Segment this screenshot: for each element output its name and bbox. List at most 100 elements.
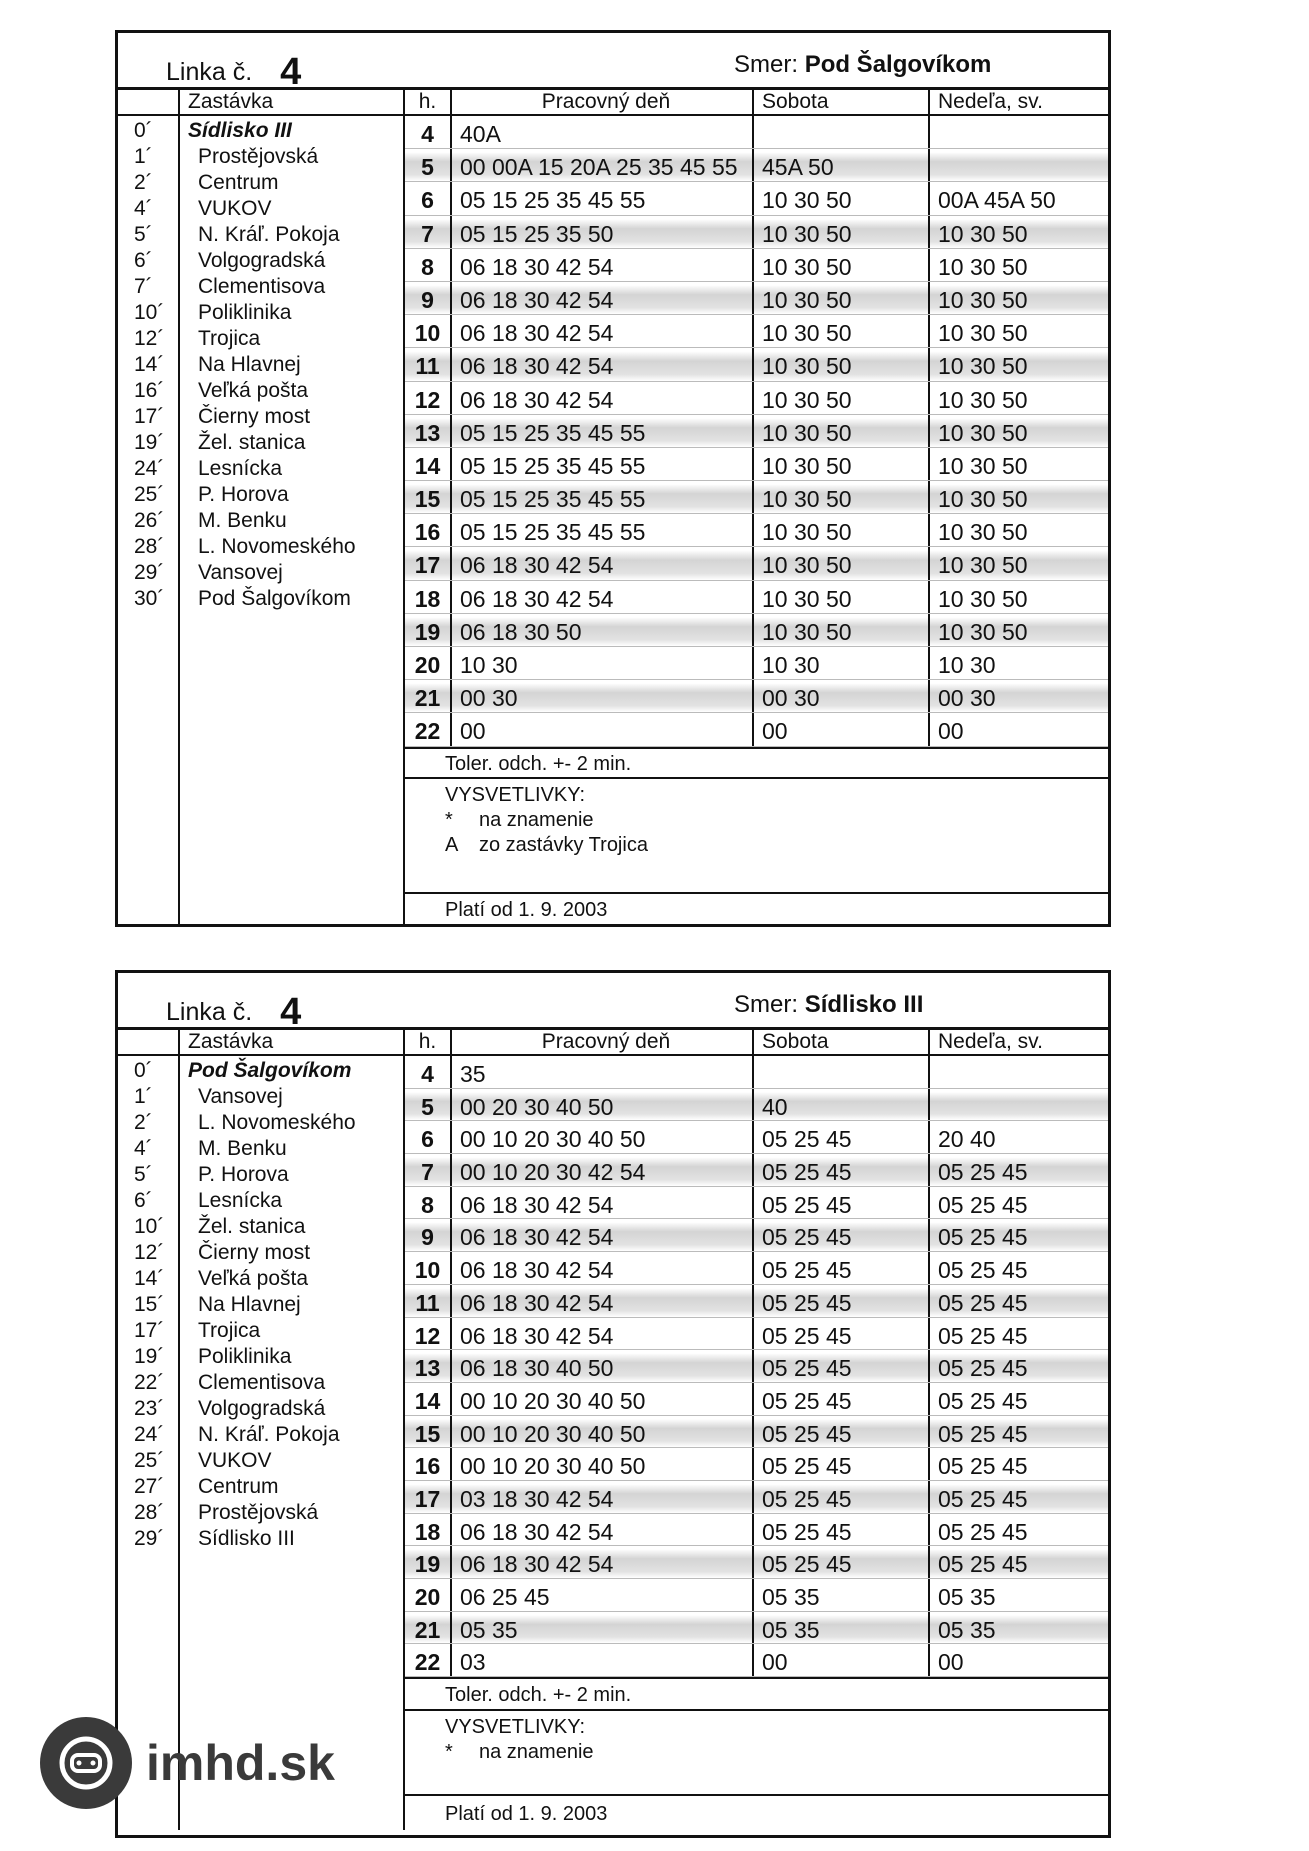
hour: 10: [405, 1252, 452, 1284]
timetable-header: Linka č. 4 Smer: Pod Šalgovíkom: [118, 33, 1108, 93]
sunday-departures: 00A 45A 50: [938, 187, 1056, 214]
legend-text: zo zastávky Trojica: [479, 833, 648, 856]
stop-minutes: 1´: [118, 144, 180, 170]
workday-departures: 05 15 25 35 45 55: [452, 514, 754, 547]
stop-item: 12´ Trojica: [118, 326, 403, 352]
stop-item: 5´ N. Kráľ. Pokoja: [118, 222, 403, 248]
saturday-departures: 05 35: [754, 1579, 930, 1611]
stop-minutes: 30´: [118, 586, 180, 612]
stop-item: 10´ Žel. stanica: [118, 1214, 403, 1240]
schedule-row: 7 00 10 20 30 42 54 05 25 45 05 25 45: [405, 1154, 1108, 1187]
stop-minutes: 6´: [118, 248, 180, 274]
sunday-departures: 10 30 50: [938, 552, 1028, 579]
bus-icon: [40, 1717, 132, 1809]
sunday-departures: 10 30 50: [938, 353, 1028, 380]
stop-header: Zastávka: [188, 1030, 274, 1053]
stop-minutes: 6´: [118, 1188, 180, 1214]
stop-name: VUKOV: [198, 1449, 272, 1472]
legend-title: VYSVETLIVKY:: [445, 783, 586, 806]
stop-name: Vansovej: [198, 561, 283, 584]
saturday-departures: 05 25 45: [754, 1121, 930, 1154]
stop-minutes: 26´: [118, 508, 180, 534]
stops-header: Zastávka: [118, 90, 403, 116]
hour: 4: [405, 1056, 452, 1088]
stop-item: 5´ P. Horova: [118, 1162, 403, 1188]
schedule-row: 18 06 18 30 42 54 10 30 50 10 30 50: [405, 580, 1108, 614]
direction: Smer: Pod Šalgovíkom: [734, 51, 991, 79]
stop-minutes: 28´: [118, 1500, 180, 1526]
stop-name: Centrum: [198, 171, 279, 194]
hour: 18: [405, 580, 452, 613]
stop-item: 10´ Poliklinika: [118, 300, 403, 326]
stop-name: Lesnícka: [198, 1189, 283, 1212]
schedule-row: 6 05 15 25 35 45 55 10 30 50 00A 45A 50: [405, 182, 1108, 216]
hour: 4: [405, 116, 452, 149]
saturday-departures: 10 30 50: [754, 348, 930, 381]
stop-name: Centrum: [198, 1475, 279, 1498]
stop-minutes: 29´: [118, 1526, 180, 1552]
sunday-departures: 10 30 50: [938, 585, 1028, 612]
saturday-departures: 05 35: [754, 1611, 930, 1644]
hour: 7: [405, 1154, 452, 1186]
schedule-row: 9 06 18 30 42 54 05 25 45 05 25 45: [405, 1219, 1108, 1253]
hour: 15: [405, 1415, 452, 1448]
workday-departures: 35: [452, 1056, 754, 1088]
stop-item: 4´ VUKOV: [118, 196, 403, 222]
hour: 11: [405, 1284, 452, 1317]
workday-departures: 06 18 30 42 54: [452, 1317, 754, 1350]
stop-item: 15´ Na Hlavnej: [118, 1292, 403, 1318]
sunday-departures: 10 30 50: [938, 253, 1028, 280]
stop-item: 23´ Volgogradská: [118, 1396, 403, 1422]
saturday-departures: 05 25 45: [754, 1546, 930, 1578]
stop-minutes: 23´: [118, 1396, 180, 1422]
schedule-row: 17 03 18 30 42 54 05 25 45 05 25 45: [405, 1480, 1108, 1514]
saturday-departures: 10 30 50: [754, 381, 930, 414]
schedule-row: 12 06 18 30 42 54 10 30 50 10 30 50: [405, 381, 1108, 415]
stop-item: 28´ L. Novomeského: [118, 534, 403, 560]
timetable-direction-pod-salgovikom: Linka č. 4 Smer: Pod Šalgovíkom Zastávka 0´ S…: [115, 30, 1111, 927]
schedule-row: 17 06 18 30 42 54 10 30 50 10 30 50: [405, 547, 1108, 581]
workday-departures: 03 18 30 42 54: [452, 1480, 754, 1513]
saturday-departures: 05 25 45: [754, 1513, 930, 1546]
workday-departures: 06 18 30 42 54: [452, 348, 754, 381]
hour: 5: [405, 149, 452, 182]
saturday-departures: 10 30 50: [754, 182, 930, 215]
saturday-departures: 10 30 50: [754, 547, 930, 580]
stop-item: 25´ VUKOV: [118, 1448, 403, 1474]
legend-item: * na znamenie: [445, 808, 1108, 833]
stop-minutes: 14´: [118, 352, 180, 378]
stop-minutes: 24´: [118, 1422, 180, 1448]
sunday-departures: 10 30: [938, 652, 996, 678]
sunday-departures: 10 30 50: [938, 286, 1028, 313]
stop-item: 16´ Veľká pošta: [118, 378, 403, 404]
stop-name: Žel. stanica: [198, 1215, 306, 1238]
hour: 12: [405, 1317, 452, 1350]
direction: Smer: Sídlisko III: [734, 991, 923, 1019]
stop-minutes: 19´: [118, 1344, 180, 1370]
minutes-divider: [178, 1056, 180, 1831]
workday-departures: 05 15 25 35 45 55: [452, 182, 754, 215]
minutes-header: [118, 1030, 180, 1054]
sunday-departures: 05 25 45: [938, 1224, 1028, 1251]
saturday-departures: 10 30 50: [754, 481, 930, 514]
saturday-departures: 05 25 45: [754, 1219, 930, 1252]
hour: 21: [405, 680, 452, 713]
saturday-departures: 05 25 45: [754, 1415, 930, 1448]
workday-departures: 00 00A 15 20A 25 35 45 55: [452, 149, 754, 182]
schedule-row: 13 06 18 30 40 50 05 25 45 05 25 45: [405, 1350, 1108, 1383]
sunday-departures: 10 30 50: [938, 220, 1028, 247]
hour: 11: [405, 348, 452, 381]
stop-name: Žel. stanica: [198, 431, 306, 454]
sunday-departures: 05 35: [938, 1616, 996, 1643]
line-label: Linka č. 4: [166, 47, 301, 93]
stops-column: Zastávka 0´ Pod Šalgovíkom 1´ Vansovej 2´ L. N…: [118, 1030, 405, 1831]
sunday-departures: 00: [938, 718, 964, 745]
hour: 8: [405, 1186, 452, 1219]
line-number: 4: [280, 991, 302, 1033]
header-work: Pracovný deň: [452, 1030, 754, 1054]
schedule-row: 7 05 15 25 35 50 10 30 50 10 30 50: [405, 215, 1108, 249]
saturday-departures: 05 25 45: [754, 1382, 930, 1415]
hour: 16: [405, 1448, 452, 1480]
stops-column: Zastávka 0´ Sídlisko III 1´ Prostějovská 2´ Ce…: [118, 90, 405, 925]
